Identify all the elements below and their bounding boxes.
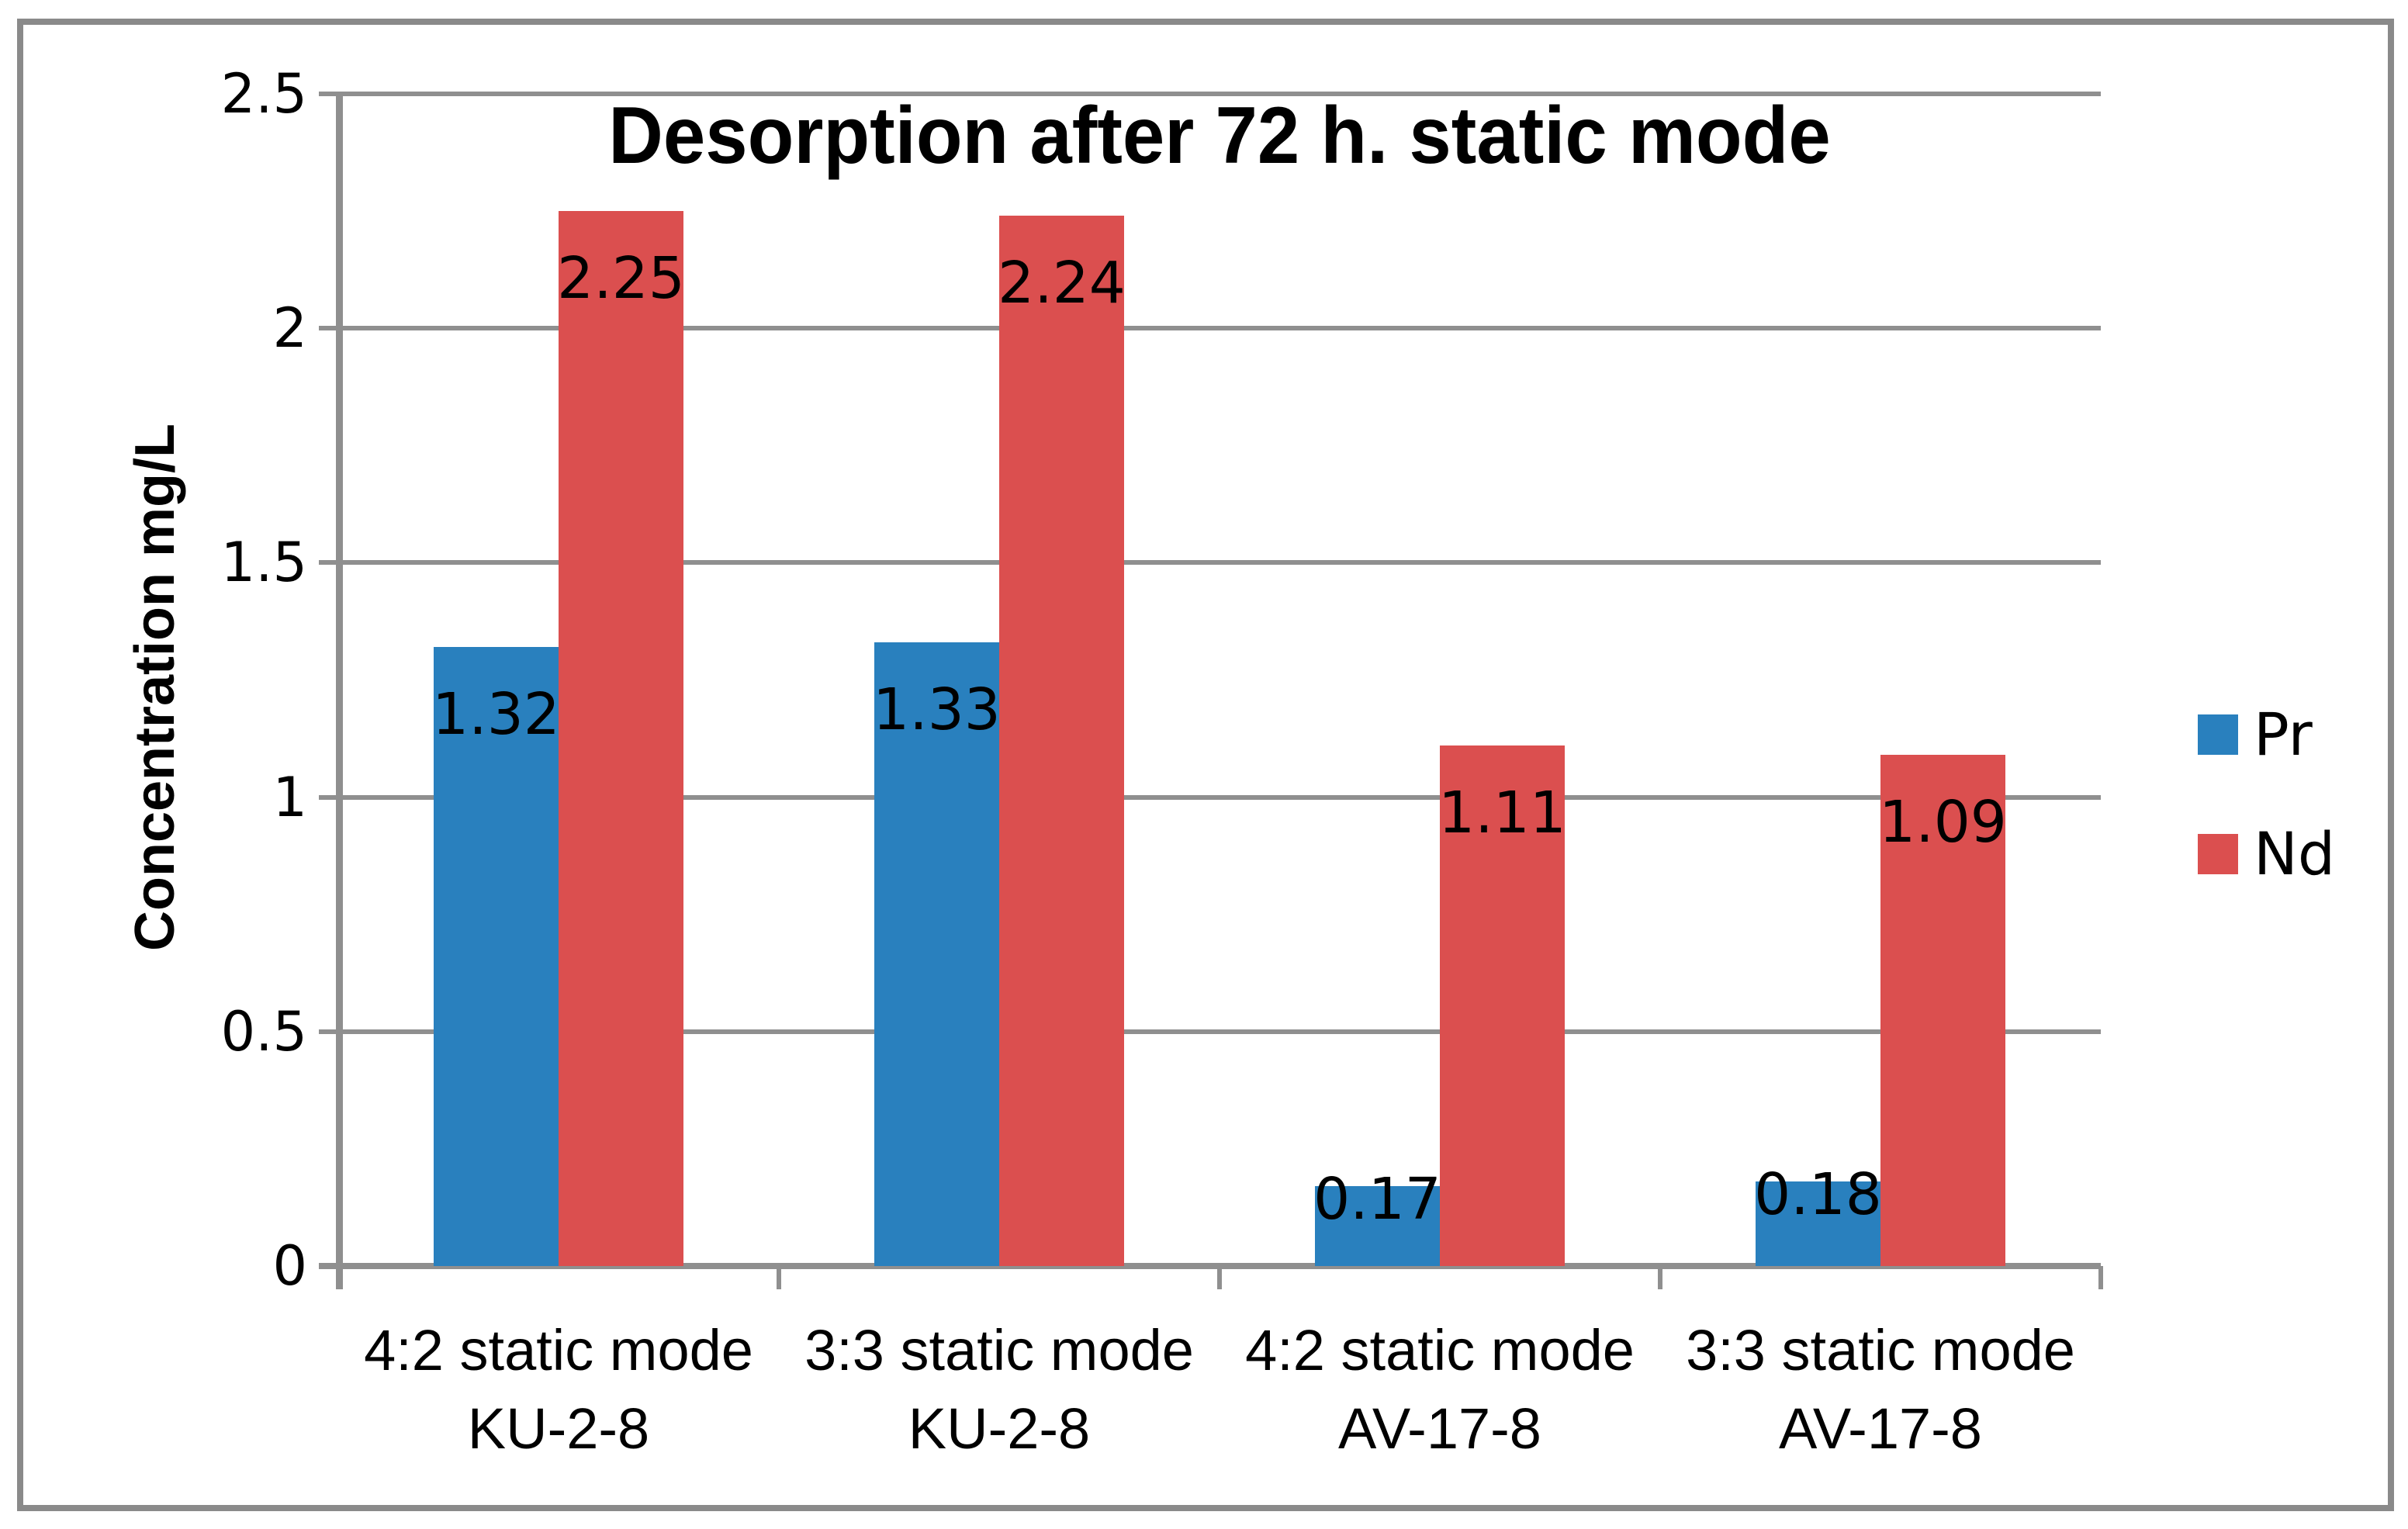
y-tick-label: 2 bbox=[272, 296, 307, 361]
x-category-label-2: 4:2 static mode AV-17-8 bbox=[1204, 1311, 1676, 1468]
x-category-label-line: 3:3 static mode bbox=[1686, 1318, 2075, 1382]
figure-border bbox=[17, 19, 2394, 1511]
x-axis-line bbox=[319, 1263, 2101, 1269]
x-category-label-line: 3:3 static mode bbox=[804, 1318, 1194, 1382]
y-axis-title: Concentration mg/L bbox=[124, 424, 186, 951]
y-tick-label: 0 bbox=[272, 1234, 307, 1298]
legend-label: Pr bbox=[2254, 700, 2313, 769]
legend-item-Pr: Pr bbox=[2198, 675, 2335, 794]
gridline bbox=[319, 560, 2101, 566]
bar-value-label: 2.24 bbox=[998, 250, 1126, 317]
bar-value-label: 1.09 bbox=[1879, 789, 2007, 856]
x-axis-tick bbox=[2098, 1266, 2103, 1289]
x-category-label-line: AV-17-8 bbox=[1779, 1396, 1982, 1461]
x-axis-tick bbox=[336, 1266, 341, 1289]
x-axis-tick bbox=[777, 1266, 781, 1289]
bar-value-label: 2.25 bbox=[557, 245, 685, 313]
y-tick-label: 1 bbox=[272, 765, 307, 829]
chart-title: Desorption after 72 h. static mode bbox=[608, 91, 1831, 181]
x-category-label-1: 3:3 static mode KU-2-8 bbox=[763, 1311, 1235, 1468]
gridline bbox=[319, 1029, 2101, 1034]
x-axis-tick bbox=[1217, 1266, 1222, 1289]
legend-swatch-Nd bbox=[2198, 834, 2238, 874]
x-category-label-line: KU-2-8 bbox=[467, 1396, 650, 1461]
gridline bbox=[319, 326, 2101, 331]
bar-Pr-2 bbox=[1315, 1186, 1440, 1266]
x-category-label-line: KU-2-8 bbox=[908, 1396, 1091, 1461]
x-category-label-line: 4:2 static mode bbox=[1245, 1318, 1635, 1382]
y-axis-line bbox=[336, 92, 343, 1289]
x-category-label-line: AV-17-8 bbox=[1338, 1396, 1541, 1461]
x-category-label-3: 3:3 static mode AV-17-8 bbox=[1645, 1311, 2116, 1468]
legend-label: Nd bbox=[2254, 819, 2336, 888]
x-category-label-0: 4:2 static mode KU-2-8 bbox=[323, 1311, 794, 1468]
y-tick-label: 1.5 bbox=[220, 531, 307, 595]
gridline bbox=[319, 794, 2101, 800]
y-tick-label: 2.5 bbox=[220, 62, 307, 126]
x-axis-tick bbox=[1658, 1266, 1662, 1289]
bar-Pr-3 bbox=[1756, 1181, 1880, 1266]
x-category-label-line: 4:2 static mode bbox=[364, 1318, 753, 1382]
bar-value-label: 0.18 bbox=[1754, 1161, 1882, 1229]
bar-Pr-0 bbox=[434, 647, 559, 1266]
bar-value-label: 1.11 bbox=[1438, 780, 1566, 847]
y-tick-label: 0.5 bbox=[220, 999, 307, 1064]
bar-value-label: 0.17 bbox=[1313, 1166, 1441, 1233]
bar-Nd-0 bbox=[559, 211, 683, 1266]
bar-Pr-1 bbox=[874, 642, 999, 1266]
bar-Nd-2 bbox=[1440, 745, 1565, 1266]
legend-swatch-Pr bbox=[2198, 714, 2238, 755]
legend: Pr Nd bbox=[2198, 675, 2335, 914]
bar-value-label: 1.33 bbox=[873, 676, 1001, 744]
gridline bbox=[319, 92, 2101, 96]
legend-item-Nd: Nd bbox=[2198, 794, 2335, 914]
bar-Nd-3 bbox=[1880, 755, 2005, 1266]
bar-Nd-1 bbox=[999, 216, 1124, 1266]
bar-value-label: 1.32 bbox=[432, 681, 560, 749]
